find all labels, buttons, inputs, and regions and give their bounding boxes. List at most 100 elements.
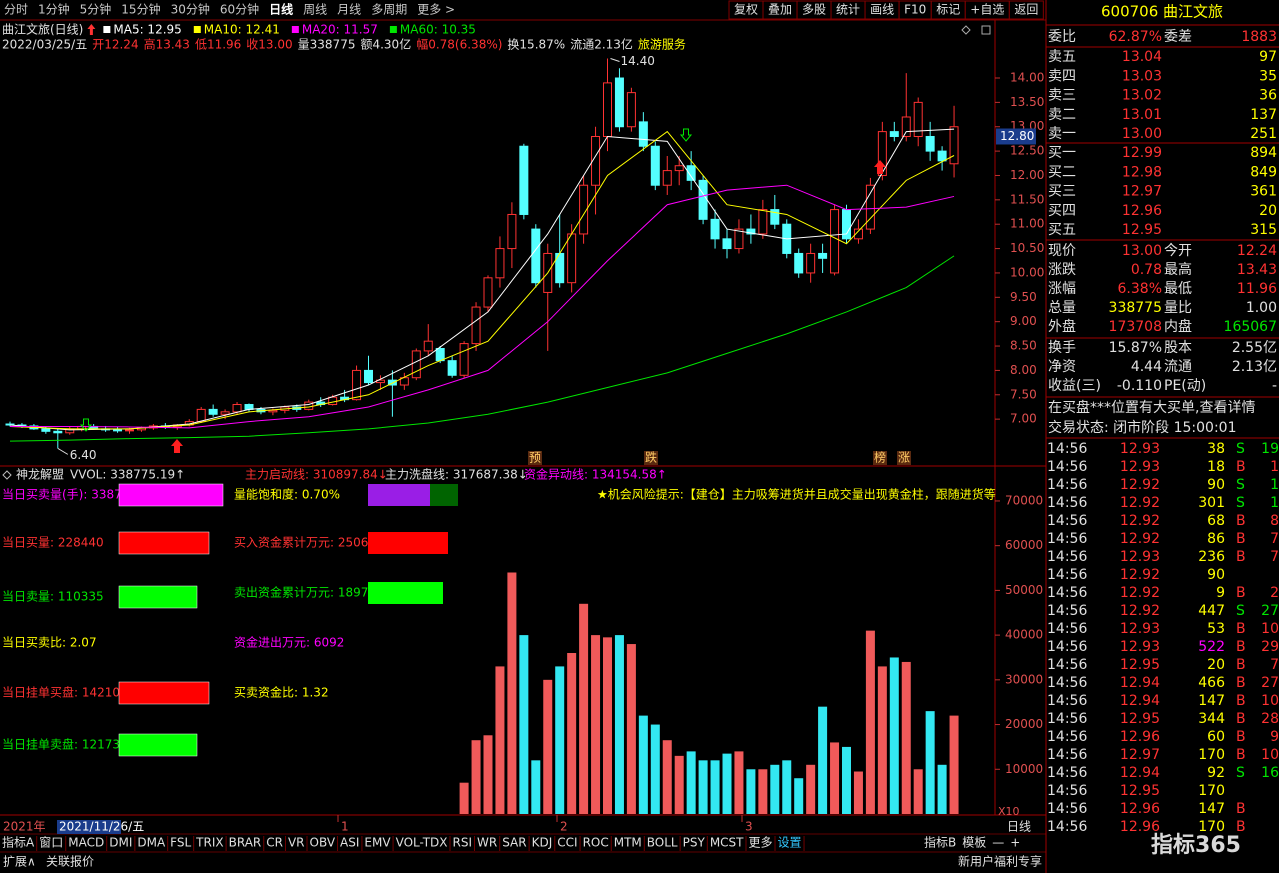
indicator-tab[interactable]: ASI (340, 836, 359, 850)
toolbar-button-label[interactable]: 统计 (836, 3, 860, 17)
indicator-tab[interactable]: BOLL (647, 836, 678, 850)
indicator-tab[interactable]: 模板 (962, 836, 986, 850)
indicator-tab[interactable]: FSL (170, 836, 191, 850)
trade-cell: 1 (1270, 477, 1279, 493)
indicator-tab[interactable]: WR (477, 836, 497, 850)
toolbar-button-label[interactable]: 画线 (870, 3, 894, 17)
indicator-tab[interactable]: SAR (502, 836, 526, 850)
indicator-tab[interactable]: 设置 (778, 836, 802, 850)
indicator-tab[interactable]: OBV (310, 836, 336, 850)
trade-cell: 9 (1270, 729, 1279, 745)
toolbar-button-label[interactable]: 叠加 (768, 3, 792, 17)
indicator-tab[interactable]: DMI (109, 836, 132, 850)
panel-icon (961, 25, 971, 35)
indicator-tab[interactable]: 指标A (2, 835, 35, 850)
trade-cell: 14:56 (1047, 495, 1087, 511)
period-tab[interactable]: 1分钟 (38, 2, 70, 17)
stat-name: 现价 (1048, 243, 1076, 259)
period-tab[interactable]: 月线 (337, 3, 361, 17)
period-tab[interactable]: 日线 (269, 2, 293, 17)
y-tick-label: 11.00 (1010, 217, 1044, 231)
candle-body (531, 228, 541, 284)
indicator-tab[interactable]: KDJ (532, 836, 553, 850)
indicator-tab[interactable]: CR (266, 836, 283, 850)
stat-value: - (1272, 378, 1277, 394)
period-tab[interactable]: 分时 (4, 3, 28, 17)
trade-cell: 301 (1198, 495, 1225, 511)
period-tab[interactable]: 5分钟 (80, 2, 112, 17)
trade-cell: 14:56 (1047, 621, 1087, 637)
status-button[interactable]: 关联报价 (46, 854, 94, 869)
y-tick-label: 10000 (1005, 762, 1043, 776)
trade-cell: 14:56 (1047, 711, 1087, 727)
y-tick-label: 60000 (1005, 538, 1043, 552)
candle-body (865, 184, 875, 230)
indicator-tab[interactable]: CCI (557, 836, 577, 850)
period-tab[interactable]: 60分钟 (220, 2, 259, 17)
indicator-tab[interactable]: MTM (614, 836, 642, 850)
indicator-value: 主力启动线: 310897.84↓ (245, 468, 388, 482)
period-tab[interactable]: 多周期 (371, 3, 407, 17)
toolbar-button-label[interactable]: 复权 (734, 3, 758, 17)
period-tab[interactable]: 15分钟 (121, 2, 160, 17)
trade-cell: B (1236, 675, 1246, 691)
timeline-date-box (57, 820, 121, 834)
trade-cell: 10 (1261, 747, 1279, 763)
book-volume: 849 (1250, 164, 1277, 180)
ma-line (9, 128, 955, 431)
indicator-tab[interactable]: 指标B (924, 835, 956, 850)
indicator-tab[interactable]: DMA (137, 836, 166, 850)
trade-cell: 12.95 (1120, 711, 1160, 727)
period-tab[interactable]: 30分钟 (171, 2, 210, 17)
indicator-tab[interactable]: VR (288, 836, 305, 850)
ma-line (9, 255, 955, 442)
book-price: 12.98 (1122, 164, 1162, 180)
volume-bar (770, 764, 780, 814)
trade-cell: 147 (1198, 801, 1225, 817)
volume-bar (937, 764, 947, 814)
indicator-tab[interactable]: — (992, 836, 1004, 850)
trade-cell: B (1236, 729, 1246, 745)
toolbar-button[interactable] (1008, 0, 1044, 20)
indicator-tab[interactable]: BRAR (229, 836, 262, 850)
status-button[interactable]: 扩展∧ (3, 855, 36, 869)
period-tab[interactable]: 周线 (303, 3, 327, 17)
trade-cell: 86 (1207, 531, 1225, 547)
candle-body (579, 184, 589, 235)
timeline-date: 2021/11/26/五 (59, 820, 144, 834)
toolbar-button-label[interactable]: 标记 (936, 3, 960, 17)
candle-body (925, 135, 935, 152)
toolbar-button-label[interactable]: F10 (904, 3, 926, 17)
indicator-tab[interactable]: 更多 (749, 836, 773, 850)
trade-cell: 14:56 (1047, 531, 1087, 547)
indicator-tab[interactable]: + (1010, 836, 1020, 850)
indicator-tab[interactable]: MCST (710, 836, 744, 850)
indicator-tab[interactable]: MACD (68, 836, 104, 850)
big-order-notice[interactable]: 在买盘***位置有大买单,查看详情 (1048, 399, 1255, 416)
indicator-tab[interactable]: PSY (683, 836, 706, 850)
period-tab[interactable]: 更多 > (417, 3, 455, 17)
toolbar-button-label[interactable]: 多股 (802, 3, 826, 17)
indicator-tab[interactable]: ROC (583, 836, 609, 850)
y-tick-label: 11.50 (1010, 192, 1044, 206)
trade-cell: 53 (1207, 621, 1225, 637)
candle-body (674, 165, 684, 172)
candle-body (650, 145, 660, 186)
indicator-tab[interactable]: EMV (364, 836, 391, 850)
indicator-tab[interactable]: RSI (453, 836, 473, 850)
trade-cell: 14:56 (1047, 603, 1087, 619)
indicator-tab[interactable]: TRIX (195, 836, 223, 850)
trade-cell: 14:56 (1047, 693, 1087, 709)
stat-value: 173708 (1109, 319, 1162, 335)
candle-body (125, 429, 134, 432)
toolbar-button-label[interactable]: 返回 (1014, 3, 1038, 17)
ma-line (9, 130, 955, 430)
indicator-tab[interactable]: 窗口 (39, 836, 63, 850)
toolbar-button-label[interactable]: +自选 (970, 3, 1004, 17)
promo-link[interactable]: 新用户福利专享 (958, 854, 1042, 869)
book-volume: 20 (1259, 203, 1277, 219)
trade-cell: 14:56 (1047, 459, 1087, 475)
indicator-tab[interactable]: VOL-TDX (396, 836, 448, 850)
trade-cell: 12.97 (1120, 747, 1160, 763)
quote-line-item: 额4.30亿 (360, 37, 411, 52)
